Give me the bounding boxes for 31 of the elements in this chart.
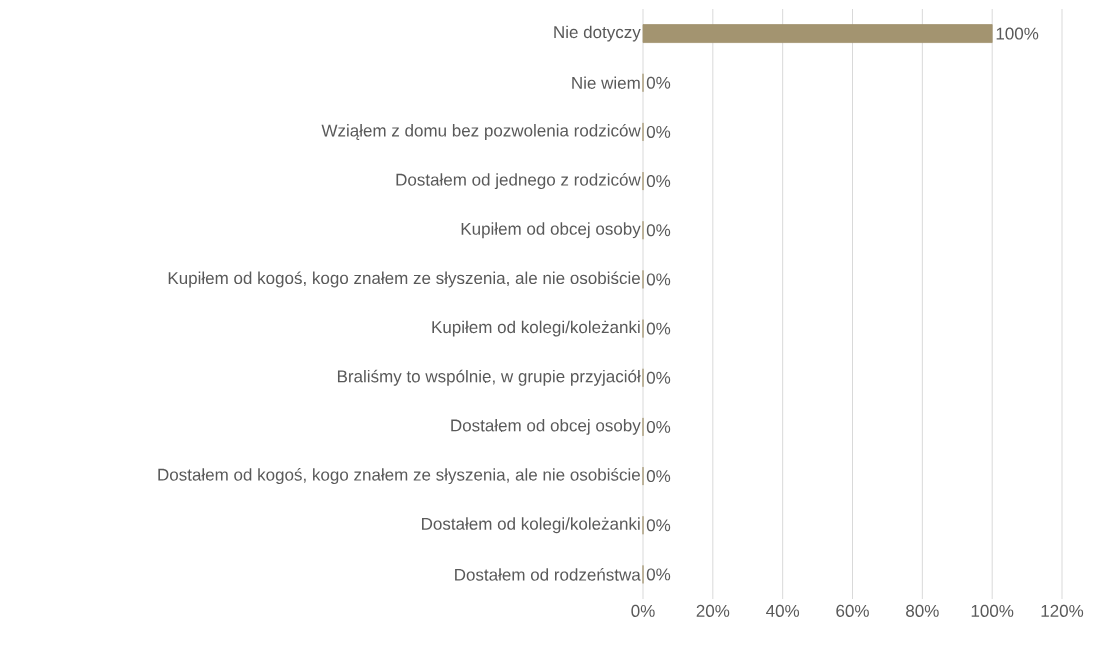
data-label: 0% bbox=[646, 175, 671, 188]
x-tick-label: 20% bbox=[696, 604, 730, 617]
data-label: 0% bbox=[646, 76, 671, 89]
data-label: 0% bbox=[646, 519, 671, 532]
y-tick-label: Dostałem od rodzeństwa bbox=[455, 568, 641, 581]
y-tick-label: Kupiłem od kogoś, kogo znałem ze słyszenia, ale nie osobiście bbox=[168, 271, 640, 288]
x-tick-label: 60% bbox=[836, 604, 869, 617]
y-tick-label: Dostałem od jednego z rodziców bbox=[396, 173, 641, 190]
x-tick-label: 120% bbox=[1041, 604, 1084, 617]
data-label: 0% bbox=[646, 470, 671, 483]
data-label: 0% bbox=[646, 273, 671, 286]
data-label: 0% bbox=[646, 568, 671, 581]
y-tick-label: Nie wiem bbox=[572, 76, 640, 89]
y-tick-label: Dostałem od obcej osoby bbox=[451, 419, 641, 435]
y-tick-label: Nie dotyczy bbox=[554, 25, 641, 42]
x-tick-label: 100% bbox=[971, 604, 1014, 617]
y-tick-label: Kupiłem od obcej osoby bbox=[461, 222, 641, 239]
data-label: 0% bbox=[646, 420, 671, 433]
y-tick-label: Dostałem od kolegi/koleżanki bbox=[422, 517, 640, 534]
y-tick-label: Wziąłem z domu bez pozwolenia rodziców bbox=[321, 123, 641, 140]
x-tick-label: 80% bbox=[906, 604, 939, 617]
data-label: 0% bbox=[646, 125, 671, 138]
x-tick-label: 40% bbox=[766, 604, 800, 617]
data-label: 0% bbox=[646, 371, 671, 384]
x-tick-label: 0% bbox=[631, 604, 655, 617]
data-label: 0% bbox=[646, 322, 671, 335]
data-label: 0% bbox=[646, 224, 671, 237]
y-tick-label: Dostałem od kogoś, kogo znałem ze słyszenia, ale nie osobiście bbox=[158, 468, 640, 485]
y-tick-label: Kupiłem od kolegi/koleżanki bbox=[432, 320, 640, 337]
data-label: 100% bbox=[996, 27, 1039, 40]
y-tick-label: Braliśmy to wspólnie, w grupie przyjaciół bbox=[337, 369, 641, 386]
